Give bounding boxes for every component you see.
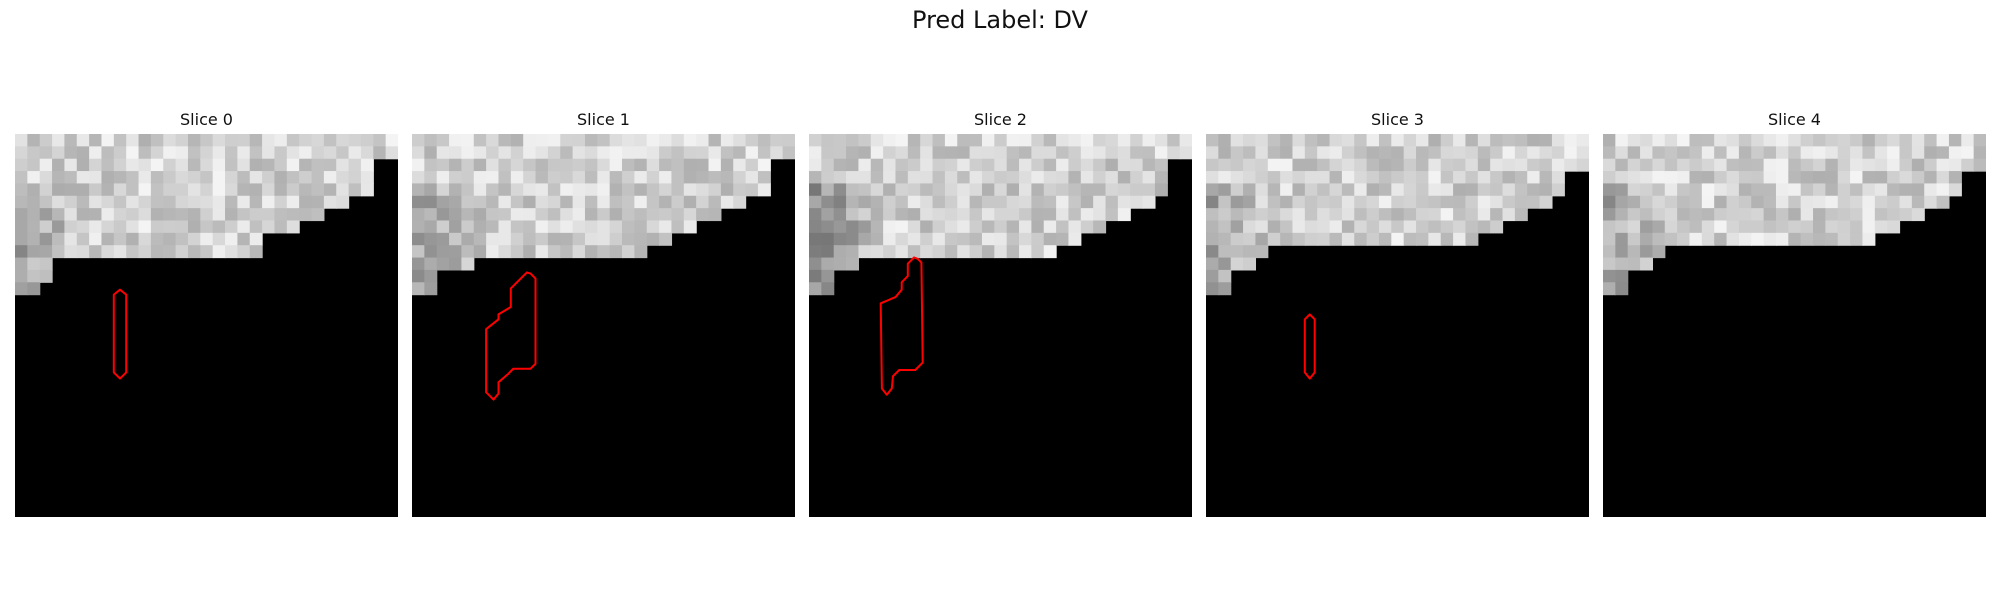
bright-tissue-region <box>15 134 398 296</box>
prediction-contour <box>485 271 537 401</box>
slice-title: Slice 0 <box>180 110 233 129</box>
bright-tissue-region <box>809 134 1192 296</box>
slice-image <box>1206 134 1589 517</box>
bright-tissue-region <box>1603 134 1986 296</box>
figure-title: Pred Label: DV <box>912 6 1088 34</box>
prediction-contour <box>112 288 128 380</box>
slice-title: Slice 1 <box>577 110 630 129</box>
prediction-contour <box>879 256 924 396</box>
slice-image <box>15 134 398 517</box>
slice-title: Slice 2 <box>974 110 1027 129</box>
slice-image <box>1603 134 1986 517</box>
slice-image <box>809 134 1192 517</box>
prediction-contour <box>1303 313 1316 380</box>
slice-title: Slice 3 <box>1371 110 1424 129</box>
slice-image <box>412 134 795 517</box>
bright-tissue-region <box>1206 134 1589 296</box>
bright-tissue-region <box>412 134 795 296</box>
slice-title: Slice 4 <box>1768 110 1821 129</box>
